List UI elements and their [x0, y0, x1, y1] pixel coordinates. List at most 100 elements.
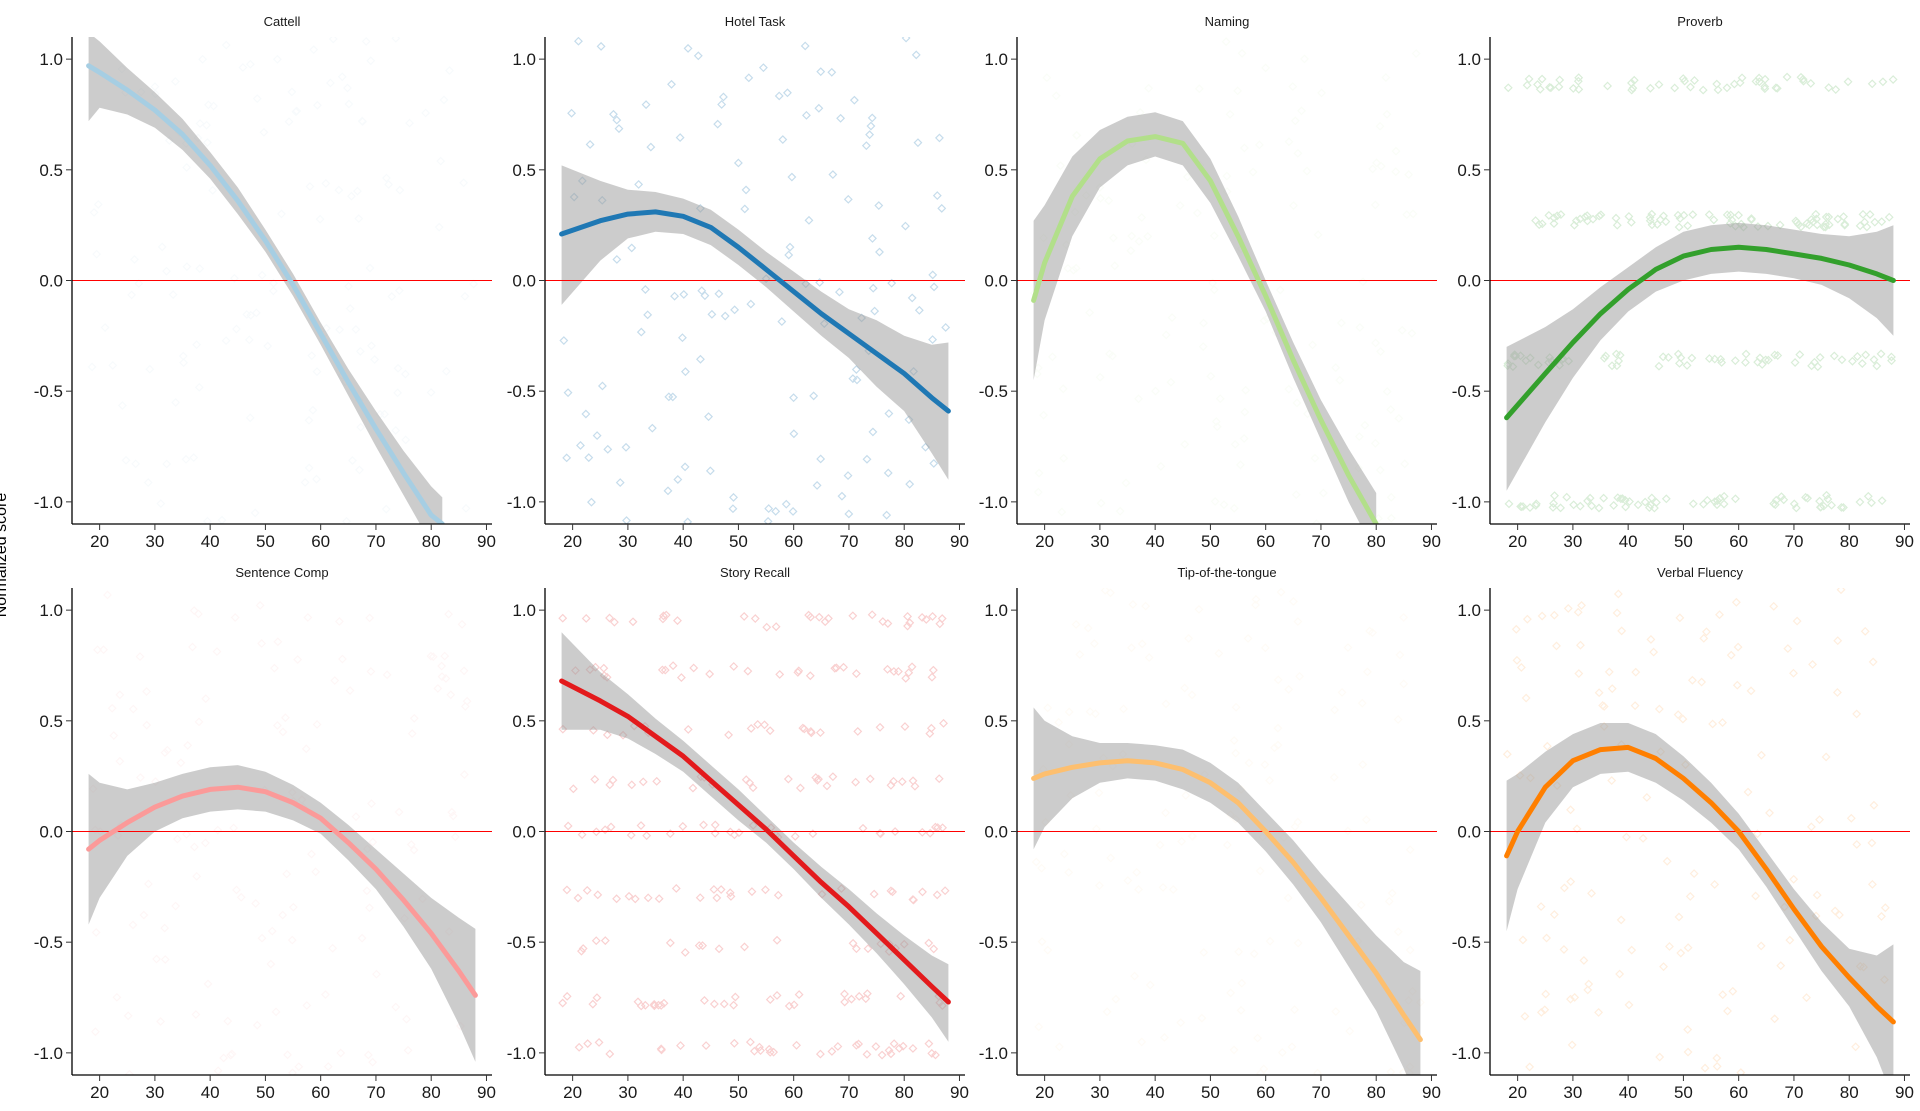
scatter-point — [795, 783, 805, 793]
scatter-point — [1880, 903, 1890, 913]
scatter-point — [1824, 212, 1834, 222]
scatter-point — [358, 117, 368, 127]
scatter-point — [568, 784, 578, 794]
scatter-point — [1799, 76, 1808, 86]
scatter-point — [602, 730, 612, 740]
confidence-band — [1033, 707, 1421, 1075]
scatter-point — [1612, 361, 1622, 371]
y-tick-label: -0.5 — [1452, 933, 1481, 952]
scatter-point — [1877, 496, 1887, 506]
confidence-band — [88, 37, 443, 524]
scatter-point — [221, 40, 231, 50]
scatter-point — [1765, 808, 1774, 818]
scatter-point — [716, 885, 726, 894]
scatter-point — [1064, 867, 1074, 877]
scatter-point — [1743, 787, 1753, 797]
scatter-point — [312, 474, 321, 484]
scatter-point — [191, 1010, 201, 1019]
scatter-point — [1604, 667, 1614, 677]
scatter-point — [699, 996, 709, 1005]
scatter-point — [1300, 54, 1309, 64]
scatter-point — [1687, 675, 1697, 685]
scatter-point — [391, 1002, 401, 1012]
scatter-point — [1549, 910, 1559, 920]
scatter-point — [257, 933, 267, 943]
scatter-point — [1855, 221, 1865, 231]
scatter-point — [1161, 699, 1171, 709]
scatter-point — [1219, 500, 1229, 510]
x-tick-label: 40 — [201, 1083, 220, 1102]
scatter-point — [1226, 988, 1236, 998]
scatter-point — [1675, 214, 1685, 223]
scatter-point — [1276, 588, 1286, 597]
scatter-point — [393, 363, 403, 373]
scatter-point — [1123, 876, 1133, 885]
x-tick-label: 40 — [1619, 532, 1638, 551]
scatter-point — [928, 611, 938, 621]
scatter-point — [421, 108, 431, 118]
scatter-point — [1289, 201, 1298, 210]
scatter-point — [246, 310, 256, 320]
scatter-point — [1542, 933, 1552, 943]
scatter-point — [729, 830, 739, 840]
scatter-point — [789, 393, 799, 403]
scatter-point — [1670, 83, 1680, 93]
scatter-point — [1141, 601, 1151, 611]
x-tick-label: 30 — [618, 532, 637, 551]
scatter-point — [853, 726, 863, 736]
scatter-point — [1819, 222, 1829, 232]
scatter-point — [1198, 342, 1208, 352]
scatter-point — [1647, 220, 1657, 230]
scatter-point — [1536, 1007, 1546, 1017]
scatter-point — [1273, 675, 1283, 685]
scatter-point — [367, 341, 376, 351]
scatter-point — [670, 291, 680, 301]
scatter-point — [1741, 349, 1751, 359]
x-tick-label: 20 — [1508, 1083, 1527, 1102]
scatter-point — [1645, 83, 1655, 93]
scatter-point — [1704, 210, 1714, 220]
scatter-point — [889, 667, 899, 676]
scatter-point — [1683, 1047, 1693, 1057]
scatter-point — [1237, 978, 1247, 988]
scatter-point — [1716, 354, 1726, 364]
y-tick-label: 1.0 — [512, 50, 536, 69]
x-tick-label: 40 — [1146, 1083, 1165, 1102]
scatter-point — [563, 388, 573, 398]
scatter-point — [1808, 217, 1818, 227]
scatter-point — [636, 821, 646, 830]
scatter-point — [1722, 210, 1732, 220]
scatter-point — [804, 215, 814, 225]
scatter-point — [833, 1042, 843, 1051]
scatter-point — [705, 669, 715, 679]
scatter-points — [558, 610, 950, 1060]
scatter-point — [837, 491, 847, 501]
x-tick-label: 90 — [1422, 532, 1441, 551]
scatter-point — [745, 1037, 755, 1047]
scatter-point — [636, 327, 646, 337]
scatter-point — [1789, 874, 1799, 884]
scatter-point — [1715, 610, 1724, 620]
scatter-point — [641, 100, 651, 110]
scatter-point — [1243, 633, 1253, 643]
scatter-point — [1096, 193, 1105, 203]
scatter-point — [729, 662, 739, 671]
scatter-point — [1187, 831, 1197, 841]
scatter-point — [1312, 519, 1321, 524]
scatter-point — [278, 727, 288, 737]
scatter-point — [926, 723, 936, 733]
scatter-point — [1237, 48, 1247, 58]
x-tick-label: 60 — [311, 1083, 330, 1102]
scatter-point — [426, 651, 436, 661]
scatter-point — [928, 335, 938, 345]
scatter-point — [330, 676, 340, 685]
scatter-point — [1121, 478, 1131, 488]
scatter-point — [1295, 671, 1305, 681]
scatter-point — [344, 281, 353, 291]
scatter-point — [729, 492, 738, 502]
scatter-point — [798, 723, 808, 733]
scatter-point — [704, 412, 714, 422]
scatter-point — [882, 510, 892, 520]
scatter-point — [848, 374, 858, 384]
scatter-point — [1215, 394, 1225, 404]
